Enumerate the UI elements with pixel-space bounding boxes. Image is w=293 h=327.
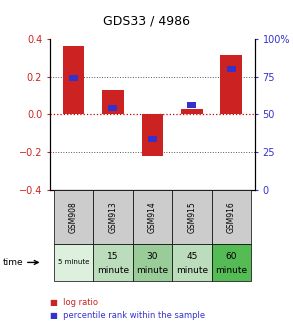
Text: GSM916: GSM916 <box>227 201 236 232</box>
Text: GSM908: GSM908 <box>69 201 78 232</box>
Text: ■  log ratio: ■ log ratio <box>50 298 98 307</box>
Bar <box>187 102 196 109</box>
Bar <box>148 135 157 142</box>
Text: 60: 60 <box>226 252 237 261</box>
Bar <box>102 90 124 114</box>
Bar <box>181 109 203 114</box>
Bar <box>108 105 117 112</box>
Text: minute: minute <box>215 266 247 275</box>
Bar <box>63 46 84 114</box>
Text: 5 minute: 5 minute <box>58 259 89 266</box>
Bar <box>142 114 163 156</box>
Bar <box>69 75 78 81</box>
Text: GDS33 / 4986: GDS33 / 4986 <box>103 15 190 28</box>
Text: GSM914: GSM914 <box>148 201 157 232</box>
Bar <box>227 66 236 72</box>
Text: 15: 15 <box>107 252 119 261</box>
Text: 45: 45 <box>186 252 197 261</box>
Text: minute: minute <box>136 266 168 275</box>
Text: time: time <box>3 258 23 267</box>
Bar <box>220 55 242 114</box>
Text: GSM915: GSM915 <box>187 201 196 232</box>
Text: 30: 30 <box>146 252 158 261</box>
Text: minute: minute <box>176 266 208 275</box>
Text: minute: minute <box>97 266 129 275</box>
Text: ■  percentile rank within the sample: ■ percentile rank within the sample <box>50 311 205 320</box>
Text: GSM913: GSM913 <box>108 201 117 232</box>
